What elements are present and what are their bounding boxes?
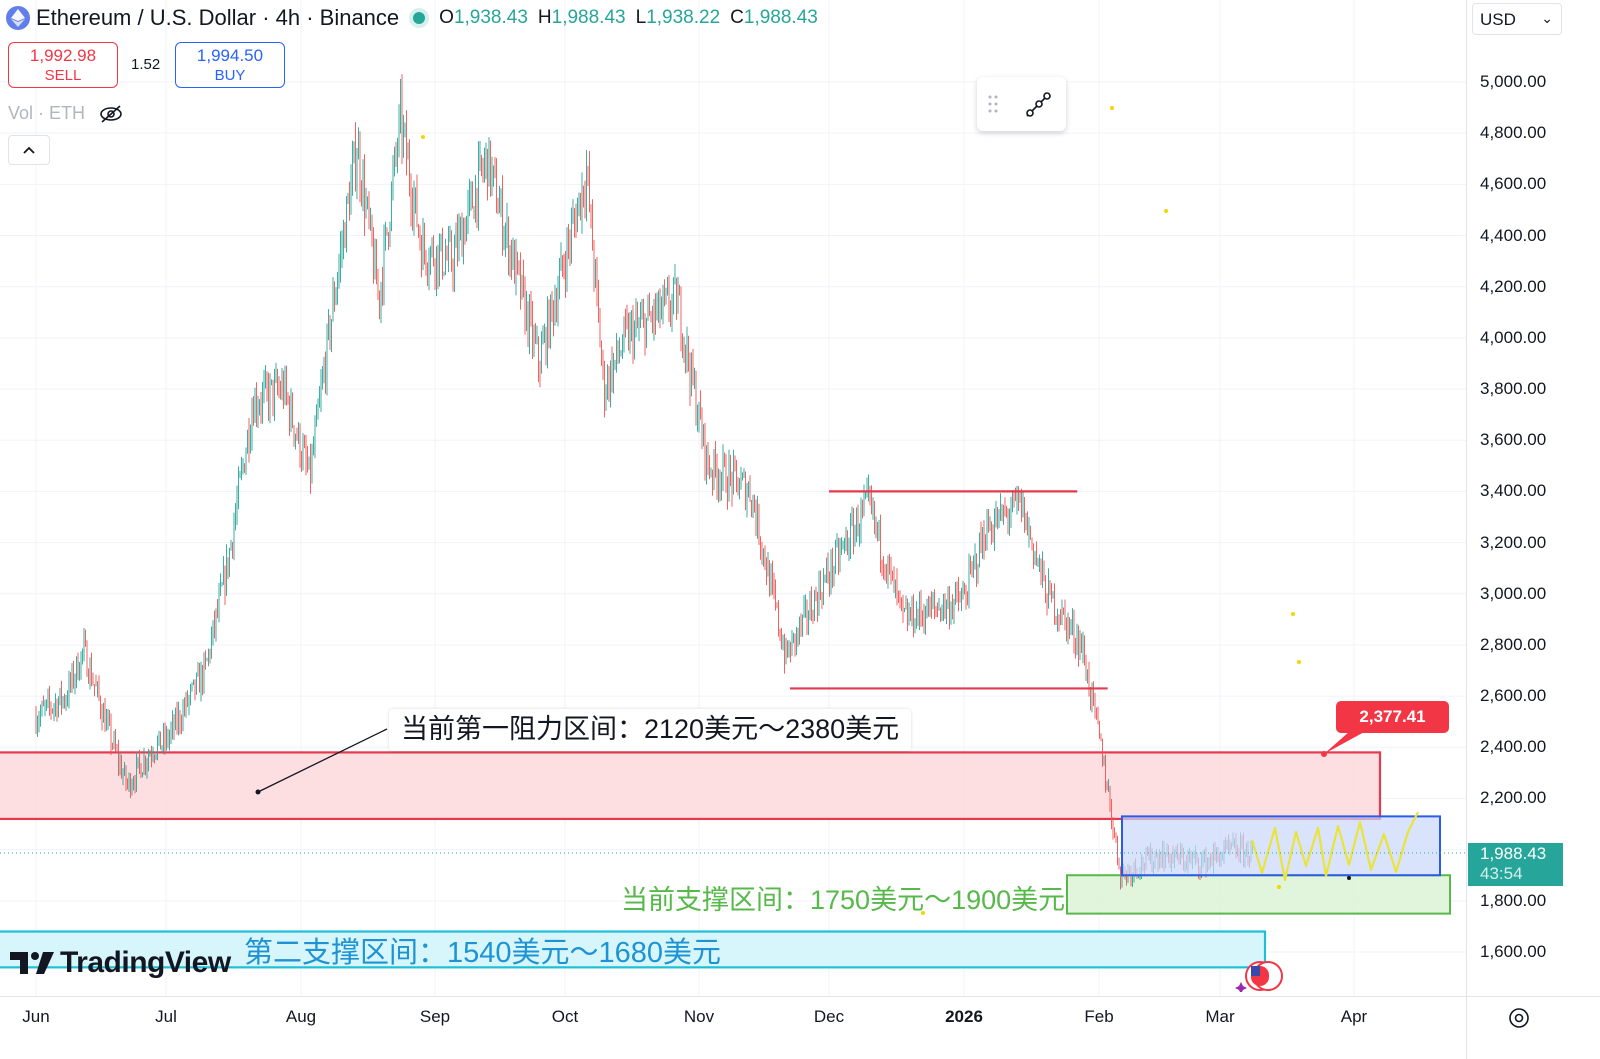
second-support-zone-label[interactable]: 第二支撑区间：1540美元～1680美元 (244, 937, 722, 969)
drawing-toolbar[interactable] (977, 77, 1066, 131)
price-tick-label: 3,000.00 (1480, 583, 1547, 603)
volume-label: Vol · ETH (8, 103, 86, 123)
price-tick-label: 3,200.00 (1480, 532, 1547, 552)
volume-indicator[interactable]: Vol · ETH (8, 103, 123, 124)
price-tick-label: 4,400.00 (1480, 225, 1547, 245)
marker-dot (1297, 660, 1301, 664)
marker-dot (421, 135, 425, 139)
chevron-down-icon: ⌄ (1541, 10, 1553, 26)
sell-price: 1,992.98 (29, 46, 97, 65)
time-tick-label: Apr (1340, 1007, 1368, 1026)
price-tick-label: 4,800.00 (1480, 123, 1547, 143)
buy-price: 1,994.50 (196, 46, 264, 65)
price-tick-label: 4,200.00 (1480, 276, 1547, 296)
marker-dot (1277, 885, 1281, 889)
price-tick-label: 5,000.00 (1480, 72, 1547, 91)
time-tick-label: Jul (155, 1007, 177, 1026)
time-tick-label: Mar (1205, 1007, 1235, 1026)
consolidation-range-box (1121, 815, 1441, 877)
price-tick-label: 2,600.00 (1480, 686, 1547, 706)
time-tick-label: Dec (813, 1007, 845, 1026)
collapse-legend-button[interactable] (8, 135, 50, 165)
ethereum-icon (6, 6, 30, 30)
marker-dot (1164, 209, 1168, 213)
marker-dot (1291, 612, 1295, 616)
chevron-up-icon (23, 146, 35, 154)
economic-events-icon[interactable] (1234, 960, 1292, 992)
bar-countdown: 43:54 (1480, 864, 1523, 883)
callout-anchor (1321, 751, 1327, 757)
drawings-layer (0, 106, 1466, 915)
sell-label: SELL (44, 67, 82, 84)
zones-layer (0, 751, 1451, 969)
time-tick-label: Jun (22, 1007, 50, 1026)
last-price-tag: 1,988.43 43:54 (1468, 843, 1563, 886)
time-tick-label: Aug (285, 1007, 317, 1026)
price-tick-label: 4,600.00 (1480, 174, 1547, 194)
settings-gear-icon[interactable] (1506, 1005, 1532, 1031)
price-callout[interactable]: 2,377.41 (1336, 701, 1449, 733)
market-open-icon (413, 12, 426, 24)
projection-squiggle (1250, 811, 1419, 882)
time-tick-label: 2026 (945, 1007, 983, 1026)
tradingview-mark-icon (10, 952, 54, 974)
watermark-text: TradingView (60, 946, 231, 979)
annotation-leader-line (257, 728, 388, 793)
time-tick-label: Nov (683, 1007, 715, 1026)
currency-select[interactable]: USD ⌄ (1472, 3, 1562, 35)
buy-button[interactable]: 1,994.50 BUY (175, 42, 285, 88)
price-tick-label: 3,600.00 (1480, 430, 1547, 450)
candles-layer (35, 74, 1255, 890)
second-support-zone (0, 930, 1267, 969)
price-tick-label: 2,800.00 (1480, 634, 1547, 654)
eye-hidden-icon[interactable] (99, 104, 123, 124)
marker-dot (1347, 876, 1351, 880)
annotation-anchor (255, 789, 261, 795)
symbol-header[interactable]: Ethereum / U.S. Dollar · 4h · Binance O1… (6, 4, 828, 32)
price-tick-label: 1,800.00 (1480, 890, 1547, 910)
resistance-zone-label[interactable]: 当前第一阻力区间：2120美元～2380美元 (389, 709, 912, 751)
price-tick-label: 4,000.00 (1480, 327, 1547, 347)
support-zone-label[interactable]: 当前支撑区间：1750美元～1900美元 (621, 885, 1066, 915)
price-tick-label: 2,200.00 (1480, 788, 1547, 808)
support-zone (1066, 874, 1451, 915)
price-tick-label: 3,400.00 (1480, 481, 1547, 501)
sell-button[interactable]: 1,992.98 SELL (8, 42, 118, 88)
ohlc-high: H1,988.43 (537, 7, 626, 28)
marker-dot (921, 911, 925, 915)
price-tick-label: 2,400.00 (1480, 737, 1547, 757)
trend-line-tool-icon[interactable] (1022, 89, 1054, 121)
drag-handle-icon[interactable] (987, 94, 999, 114)
callout-pointer (1324, 731, 1366, 754)
price-tick-label: 3,800.00 (1480, 379, 1547, 399)
marker-dot (1110, 106, 1114, 110)
buy-label: BUY (214, 67, 246, 84)
ohlc-low: L1,938.22 (635, 7, 721, 28)
currency-select-value: USD (1480, 10, 1516, 29)
resistance-zone (0, 751, 1382, 821)
tradingview-logo: TradingView (10, 946, 231, 980)
ohlc-open: O1,938.43 (439, 7, 528, 28)
symbol-title[interactable]: Ethereum / U.S. Dollar · 4h · Binance (36, 5, 400, 30)
last-price-value: 1,988.43 (1480, 844, 1547, 863)
ohlc-close: C1,988.43 (730, 7, 818, 28)
price-tick-label: 1,600.00 (1480, 942, 1547, 961)
time-tick-label: Oct (551, 1007, 579, 1026)
time-tick-label: Feb (1084, 1007, 1114, 1026)
time-tick-label: Sep (419, 1007, 451, 1026)
spread-value: 1.52 (131, 56, 161, 73)
